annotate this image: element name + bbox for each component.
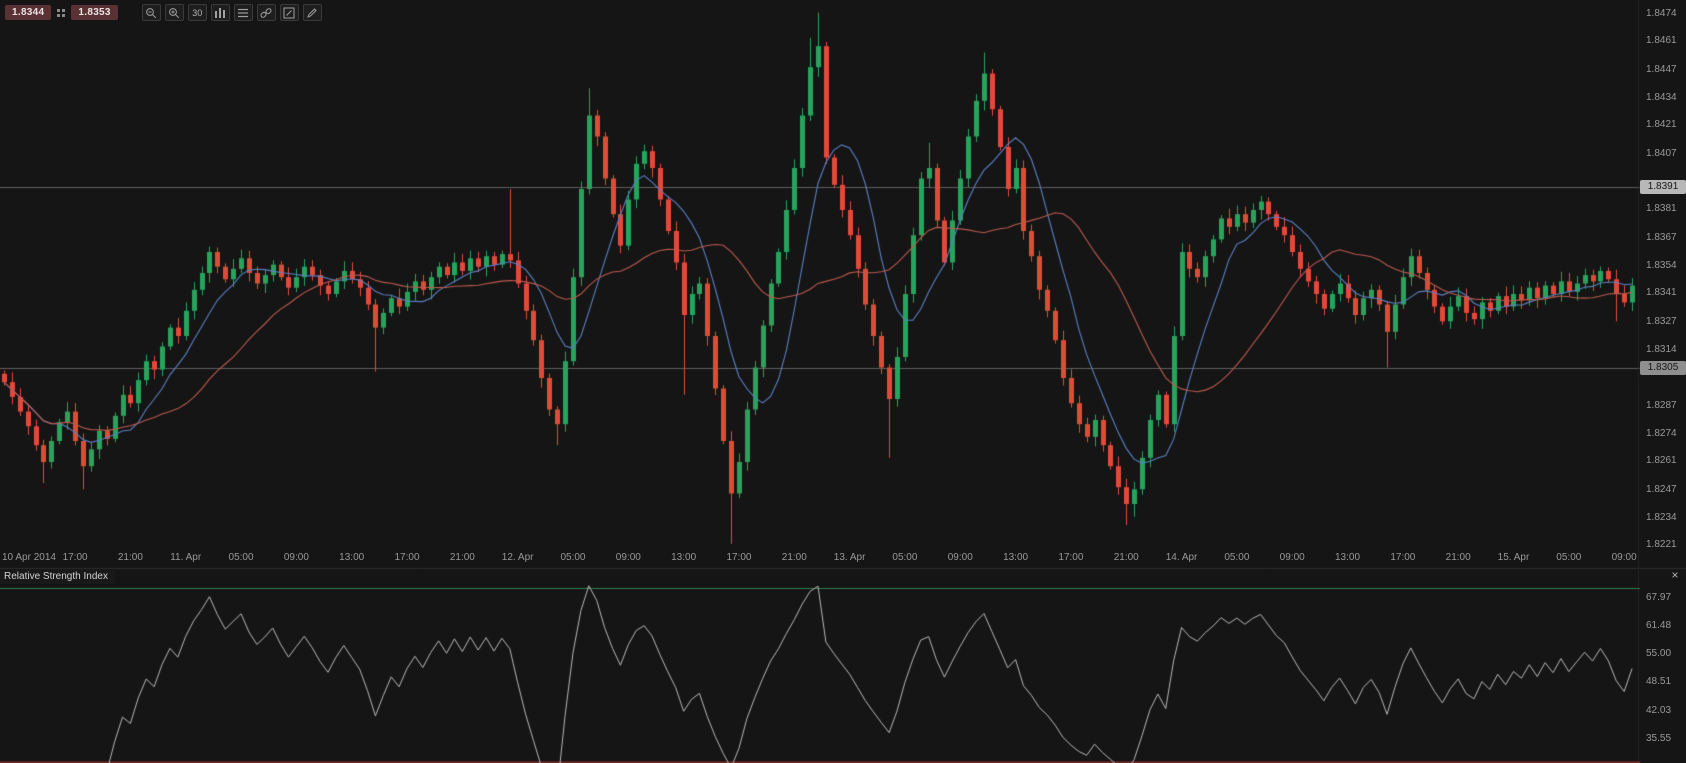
time-tick-label: 17:00 bbox=[1058, 552, 1084, 563]
rsi-tick-label: 48.51 bbox=[1646, 676, 1672, 688]
price-tick-label: 1.8274 bbox=[1646, 427, 1677, 439]
price-axis[interactable]: 1.8474 1.8461 1.8447 1.8434 1.8421 1.8407 1.83… bbox=[1634, 0, 1686, 550]
draw-button[interactable] bbox=[302, 4, 322, 21]
time-tick-label: 17:00 bbox=[726, 552, 752, 563]
time-tick-label: 17:00 bbox=[1390, 552, 1416, 563]
zoom-in-icon bbox=[169, 7, 180, 18]
time-axis[interactable]: 10 Apr 2014 17:00 21:00 11. Apr 05:00 09:00 13… bbox=[0, 546, 1637, 568]
time-tick-label: 21:00 bbox=[1113, 552, 1139, 563]
price-tick-label: 1.8354 bbox=[1646, 259, 1677, 271]
price-tick-label: 1.8314 bbox=[1646, 343, 1677, 355]
edit-square-icon bbox=[283, 7, 295, 18]
rsi-title: Relative Strength Index bbox=[0, 569, 115, 584]
time-tick-label: 17:00 bbox=[394, 552, 420, 563]
price-tick-label: 1.8247 bbox=[1646, 484, 1677, 496]
time-tick-label: 09:00 bbox=[947, 552, 973, 563]
price-tick-label: 1.8474 bbox=[1646, 7, 1677, 19]
time-tick-label: 17:00 bbox=[62, 552, 88, 563]
link-icon bbox=[260, 7, 272, 18]
time-tick-label: 13:00 bbox=[671, 552, 697, 563]
price-tick-label: 1.8261 bbox=[1646, 454, 1677, 466]
time-tick-label: 13. Apr bbox=[833, 552, 866, 563]
edit-button[interactable] bbox=[279, 4, 299, 21]
price-tick-label: 1.8381 bbox=[1646, 202, 1677, 214]
zoom-in-button[interactable] bbox=[164, 4, 184, 21]
price-tick-label: 1.8434 bbox=[1646, 91, 1677, 103]
list-icon bbox=[238, 8, 249, 17]
rsi-tick-label: 55.00 bbox=[1646, 648, 1672, 660]
time-tick-label: 14. Apr bbox=[1165, 552, 1198, 563]
price-level-badge[interactable]: 1.8305 bbox=[1640, 360, 1686, 375]
chart-type-button[interactable] bbox=[210, 4, 230, 21]
time-tick-label: 10 Apr 2014 bbox=[2, 552, 56, 563]
price-tick-label: 1.8221 bbox=[1646, 538, 1677, 550]
time-tick-label: 12. Apr bbox=[501, 552, 534, 563]
price-tick-label: 1.8367 bbox=[1646, 232, 1677, 244]
bar-chart-icon bbox=[215, 7, 226, 18]
zoom-out-button[interactable] bbox=[141, 4, 161, 21]
time-tick-label: 05:00 bbox=[560, 552, 586, 563]
rsi-close-button[interactable]: × bbox=[1671, 568, 1679, 582]
zoom-out-icon bbox=[146, 7, 157, 18]
sell-price-badge[interactable]: 1.8344 bbox=[5, 5, 52, 20]
time-tick-label: 13:00 bbox=[1003, 552, 1029, 563]
price-tick-label: 1.8327 bbox=[1646, 316, 1677, 328]
time-tick-label: 11. Apr bbox=[170, 552, 202, 563]
rsi-tick-label: 35.55 bbox=[1646, 732, 1672, 744]
price-tick-label: 1.8461 bbox=[1646, 34, 1677, 46]
time-tick-label: 05:00 bbox=[1224, 552, 1250, 563]
time-tick-label: 13:00 bbox=[339, 552, 365, 563]
rsi-axis: 67.97 61.48 55.00 48.51 42.03 35.55 bbox=[1634, 570, 1686, 763]
timeframe-button[interactable]: 30 bbox=[187, 4, 207, 21]
rsi-panel-header: Relative Strength Index × bbox=[0, 569, 1686, 584]
price-tick-label: 1.8421 bbox=[1646, 118, 1677, 130]
price-level-badge[interactable]: 1.8391 bbox=[1640, 179, 1686, 194]
time-tick-label: 21:00 bbox=[781, 552, 807, 563]
time-tick-label: 09:00 bbox=[1279, 552, 1305, 563]
rsi-tick-label: 67.97 bbox=[1646, 591, 1672, 603]
time-tick-label: 09:00 bbox=[615, 552, 641, 563]
price-tick-label: 1.8287 bbox=[1646, 400, 1677, 412]
time-tick-label: 15. Apr bbox=[1497, 552, 1530, 563]
time-tick-label: 05:00 bbox=[1556, 552, 1582, 563]
time-tick-label: 05:00 bbox=[228, 552, 254, 563]
link-button[interactable] bbox=[256, 4, 276, 21]
price-tick-label: 1.8407 bbox=[1646, 148, 1677, 160]
time-tick-label: 05:00 bbox=[892, 552, 918, 563]
rsi-tick-label: 61.48 bbox=[1646, 620, 1672, 632]
chart-toolbar: 1.8344 1.8353 30 bbox=[5, 4, 322, 21]
time-tick-label: 13:00 bbox=[1335, 552, 1361, 563]
time-tick-label: 09:00 bbox=[1611, 552, 1637, 563]
spread-icon bbox=[55, 7, 67, 19]
price-tick-label: 1.8341 bbox=[1646, 286, 1677, 298]
price-tick-label: 1.8234 bbox=[1646, 511, 1677, 523]
time-tick-label: 21:00 bbox=[1445, 552, 1471, 563]
time-tick-label: 21:00 bbox=[117, 552, 143, 563]
time-tick-label: 09:00 bbox=[283, 552, 309, 563]
rsi-tick-label: 42.03 bbox=[1646, 704, 1672, 716]
indicator-list-button[interactable] bbox=[233, 4, 253, 21]
pencil-icon bbox=[307, 7, 317, 18]
price-tick-label: 1.8447 bbox=[1646, 64, 1677, 76]
buy-price-badge[interactable]: 1.8353 bbox=[71, 5, 118, 20]
time-tick-label: 21:00 bbox=[449, 552, 475, 563]
